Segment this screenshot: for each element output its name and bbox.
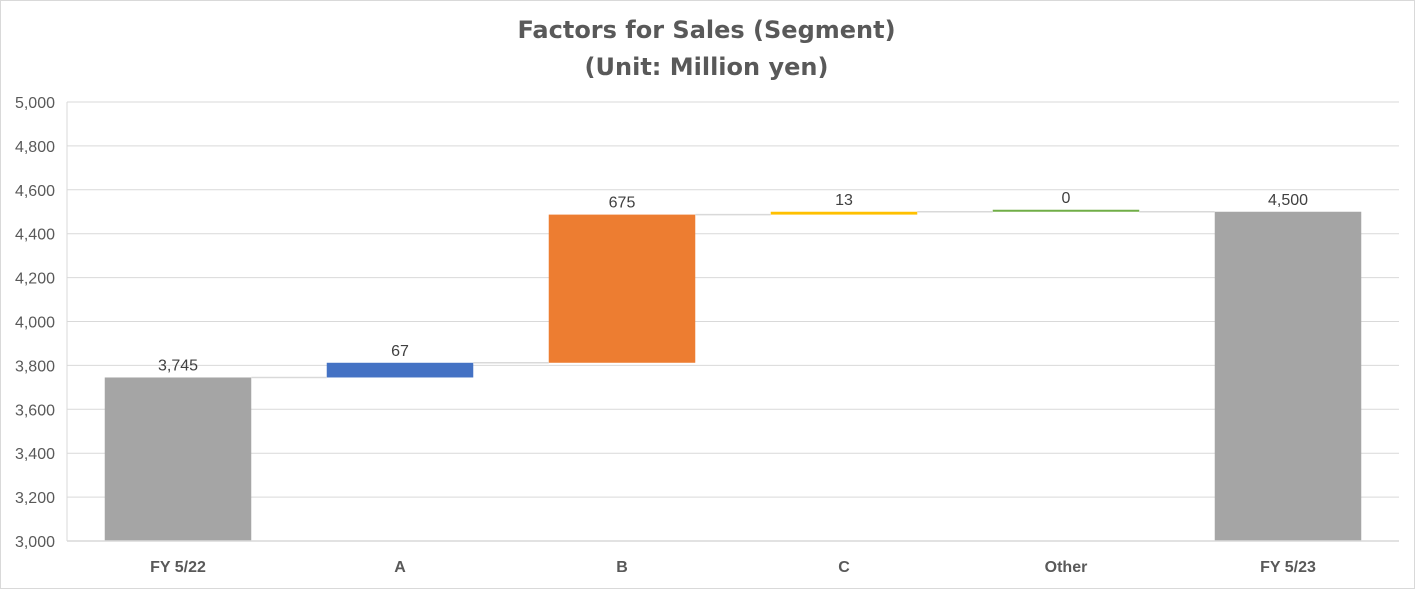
y-tick-label: 3,800: [15, 358, 55, 375]
data-label: 67: [391, 343, 409, 360]
y-tick-label: 3,000: [15, 534, 55, 551]
bar-b: [548, 214, 696, 363]
data-label: 4,500: [1268, 192, 1308, 209]
chart-title: Factors for Sales (Segment): [517, 16, 896, 44]
chart-subtitle: (Unit: Million yen): [584, 53, 829, 81]
data-label: 0: [1062, 190, 1071, 207]
data-label: 675: [609, 195, 636, 212]
x-tick-label: B: [616, 559, 628, 576]
x-tick-label: A: [394, 559, 406, 576]
y-tick-label: 4,800: [15, 139, 55, 156]
x-tick-label: FY 5/22: [150, 559, 206, 576]
y-tick-label: 5,000: [15, 95, 55, 112]
x-tick-label: C: [838, 559, 850, 576]
y-tick-label: 3,400: [15, 446, 55, 463]
chart-title-block: Factors for Sales (Segment) (Unit: Milli…: [0, 12, 1413, 86]
y-tick-label: 3,200: [15, 490, 55, 507]
x-tick-label: Other: [1045, 559, 1088, 576]
data-label: 13: [835, 192, 853, 209]
y-tick-label: 4,600: [15, 183, 55, 200]
bar-fy-5-22: [104, 377, 252, 541]
bar-fy-5-23: [1214, 211, 1362, 541]
bar-c: [770, 211, 918, 215]
y-tick-label: 4,000: [15, 315, 55, 332]
y-tick-label: 4,200: [15, 271, 55, 288]
x-tick-label: FY 5/23: [1260, 559, 1316, 576]
bar-a: [326, 362, 474, 378]
y-tick-label: 3,600: [15, 402, 55, 419]
data-label: 3,745: [158, 357, 198, 374]
y-tick-label: 4,400: [15, 227, 55, 244]
bar-other: [992, 209, 1140, 212]
